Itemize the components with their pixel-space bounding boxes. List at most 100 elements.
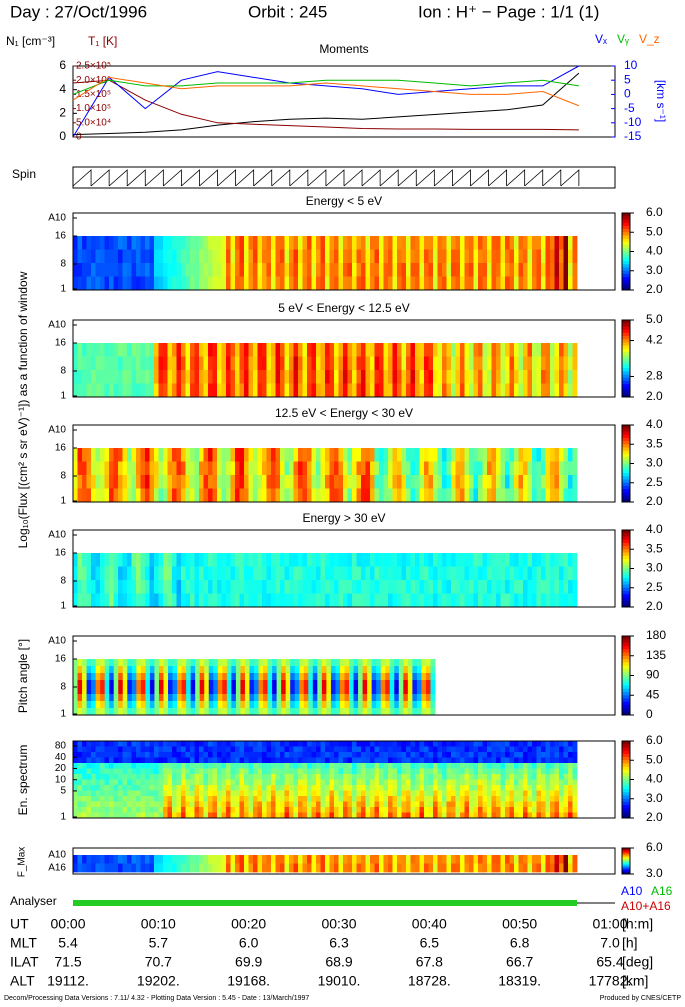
pitch-cell xyxy=(131,694,137,702)
spectrogram-cell xyxy=(370,779,375,786)
spectrogram-cell xyxy=(100,263,105,277)
spectrogram-cell xyxy=(478,855,483,864)
pitch-cell xyxy=(77,673,83,681)
spectrogram-cell xyxy=(469,752,474,758)
pitch-cell xyxy=(113,694,119,702)
colorbar-label: 5.0 xyxy=(646,224,663,238)
spectrogram-cell xyxy=(397,752,402,758)
spectrogram-cell xyxy=(118,566,123,581)
y2-tick-label: 0 xyxy=(624,87,631,101)
spectrogram-cell xyxy=(419,370,425,384)
spectrogram-cell xyxy=(446,236,452,250)
spectrogram-cell xyxy=(379,746,384,753)
spectrogram-cell xyxy=(262,593,267,608)
spectrogram-cell xyxy=(505,356,510,371)
colorbar-label: 4.0 xyxy=(646,244,663,258)
spectrogram-cell xyxy=(428,855,434,864)
spectrogram-cell xyxy=(554,383,560,398)
colorbar-cell xyxy=(622,562,630,566)
spectrogram-cell xyxy=(338,580,344,594)
spectrogram-cell xyxy=(473,812,479,819)
spectrogram-cell xyxy=(275,276,281,291)
spectrogram-cell xyxy=(136,593,141,608)
pitch-cell xyxy=(95,694,101,702)
spectrogram-cell xyxy=(559,801,564,808)
pitch-cell xyxy=(339,673,345,681)
spectrogram-cell xyxy=(379,236,384,250)
spectrogram-cell xyxy=(257,383,263,398)
spectrogram-cell xyxy=(82,807,87,813)
y-tick-label: 0 xyxy=(59,129,66,143)
spectrogram-cell xyxy=(77,370,83,384)
row-value: 19010. xyxy=(318,973,361,989)
analyser-bar xyxy=(73,900,577,906)
spectrogram-cell xyxy=(100,356,105,371)
spectrogram-cell xyxy=(122,566,128,581)
colorbar-cell xyxy=(622,678,630,683)
spectrogram-cell xyxy=(550,763,555,769)
spectrogram-cell xyxy=(482,801,488,808)
pitch-cell xyxy=(285,680,291,688)
spectrogram-cell xyxy=(131,752,137,758)
spectrogram-cell xyxy=(185,785,191,791)
spectrogram-cell xyxy=(424,768,429,775)
spectrogram-cell xyxy=(541,263,546,277)
spectrogram-cell xyxy=(365,343,371,357)
spectrogram-cell xyxy=(109,801,114,808)
pitch-cell xyxy=(95,687,101,695)
spectrogram-cell xyxy=(253,807,258,813)
spectrogram-cell xyxy=(190,448,195,462)
pitch-cell xyxy=(317,680,323,688)
spectrogram-cell xyxy=(316,757,321,764)
pitch-cell xyxy=(403,659,409,667)
spectrogram-cell xyxy=(365,448,371,462)
spectrogram-cell xyxy=(532,763,537,769)
pitch-cell xyxy=(195,701,201,709)
pitch-cell xyxy=(122,659,128,667)
spectrogram-cell xyxy=(505,236,510,250)
spectrogram-cell xyxy=(140,448,146,462)
spectrogram-cell xyxy=(325,236,330,250)
pitch-cell xyxy=(421,666,427,674)
pitch-cell xyxy=(226,673,232,681)
spectrogram-cell xyxy=(352,249,357,264)
spectrogram-cell xyxy=(203,779,209,786)
legend-a10: A10 xyxy=(621,884,643,898)
spectrogram-cell xyxy=(109,356,114,371)
spectrogram-cell xyxy=(325,752,330,758)
spectrogram-cell xyxy=(550,593,555,608)
spectrogram-cell xyxy=(208,263,213,277)
spectrogram-cell xyxy=(185,593,191,608)
pitch-cell xyxy=(154,701,160,709)
spectrogram-cell xyxy=(509,236,515,250)
spectrogram-cell xyxy=(86,855,92,864)
y-tick-label: 8 xyxy=(60,259,66,270)
spectrogram-cell xyxy=(73,593,78,608)
colorbar-label: 2.8 xyxy=(646,369,663,383)
spectrogram-cell xyxy=(509,593,515,608)
spectrogram-cell xyxy=(514,807,519,813)
spectrogram-cell xyxy=(442,863,447,873)
spectrogram-cell xyxy=(109,370,114,384)
colorbar-cell xyxy=(622,476,630,481)
spectrogram-cell xyxy=(298,488,303,503)
spectrogram-cell xyxy=(307,370,312,384)
pitch-cell xyxy=(172,687,178,695)
spectrogram-cell xyxy=(203,566,209,581)
spectrogram-cell xyxy=(289,448,294,462)
spectrogram-cell xyxy=(500,249,506,264)
pitch-cell xyxy=(407,680,413,688)
pitch-cell xyxy=(95,708,101,716)
spectrogram-cell xyxy=(406,863,411,873)
spectrogram-cell xyxy=(136,741,141,747)
spectrogram-cell xyxy=(95,276,101,291)
pitch-cell xyxy=(254,673,259,681)
spectrogram-cell xyxy=(365,774,371,780)
pitch-cell xyxy=(281,666,287,674)
spectrogram-cell xyxy=(127,746,132,753)
spectrogram-cell xyxy=(293,790,299,797)
spectrogram-cell xyxy=(464,580,470,594)
spectrogram-cell xyxy=(181,553,186,567)
spectrogram-cell xyxy=(550,383,555,398)
pitch-cell xyxy=(73,687,78,695)
